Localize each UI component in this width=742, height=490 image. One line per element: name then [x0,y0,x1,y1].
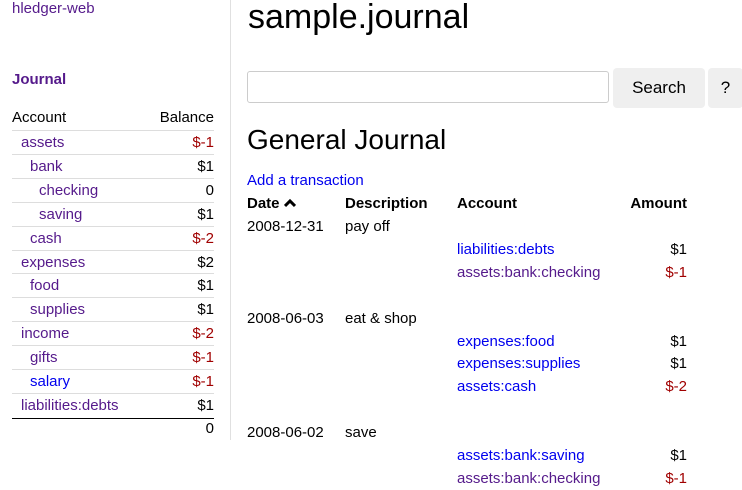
account-row: bank $1 [12,153,214,179]
account-link[interactable]: gifts [30,349,58,367]
posting-amount: $1 [670,332,687,350]
page-title: sample.journal [248,0,470,36]
account-link[interactable]: assets [21,134,65,151]
description-column-header: Description [345,195,428,212]
account-balance: $-2 [192,229,214,247]
account-balance: $-1 [192,134,214,151]
posting-row: assets:bank:checking $-1 [247,261,687,284]
account-balance: $2 [197,253,214,271]
chevron-up-icon [283,198,296,208]
transaction-date: 2008-06-03 [247,309,324,327]
transaction-description: eat & shop [345,309,417,327]
account-link[interactable]: checking [39,181,99,199]
posting-account-link[interactable]: assets:cash [457,378,537,396]
journal-heading: General Journal [247,124,447,155]
transaction-description: save [345,424,377,442]
account-column-header: Account [457,195,517,212]
posting-account-link[interactable]: liabilities:debts [457,240,555,258]
search-button[interactable]: Search [613,68,705,108]
account-balance: $-1 [192,373,214,390]
account-link[interactable]: saving [39,205,83,223]
account-row: saving $1 [12,201,214,227]
transaction-row: 2008-06-02 save [247,421,687,444]
account-link[interactable]: bank [30,157,63,175]
account-link[interactable]: salary [30,373,71,390]
account-row: supplies $1 [12,297,214,322]
account-balance: $1 [197,157,214,175]
date-column-header[interactable]: Date [247,192,296,215]
posting-account-link[interactable]: expenses:food [457,332,555,350]
search-input[interactable] [247,71,609,103]
posting-row: assets:cash $-2 [247,375,687,398]
account-balance: $1 [197,277,214,295]
help-button[interactable]: ? [708,68,742,108]
account-balance: 0 [205,181,214,199]
sidebar: hledger-web Journal Account Balance asse… [0,0,231,440]
account-row: food $1 [12,273,214,298]
journal-header-row: Date Description Account Amount [247,192,687,215]
posting-row: expenses:food $1 [247,330,687,353]
account-balance: $1 [197,205,214,223]
total-balance: 0 [205,420,214,437]
account-column-header: Account [12,109,67,126]
balance-column-header: Balance [159,109,214,126]
posting-amount: $-1 [665,469,687,487]
add-transaction-link[interactable]: Add a transaction [247,172,364,189]
account-balance: $1 [197,301,214,319]
account-row: expenses $2 [12,249,214,275]
transaction-date: 2008-06-02 [247,424,324,442]
account-row: checking 0 [12,177,214,203]
account-row: income $-2 [12,321,214,346]
posting-row: assets:bank:checking $-1 [247,467,687,490]
account-link[interactable]: cash [30,229,62,247]
account-balance: $1 [197,396,214,414]
date-header-label: Date [247,195,280,212]
account-link[interactable]: supplies [30,301,86,319]
account-link[interactable]: liabilities:debts [21,396,119,414]
posting-account-link[interactable]: expenses:supplies [457,355,581,373]
transaction-description: pay off [345,218,390,235]
account-balance: $-2 [192,325,214,343]
posting-amount: $-1 [665,263,687,281]
account-balance: $-1 [192,349,214,367]
account-row: salary $-1 [12,369,214,394]
posting-account-link[interactable]: assets:bank:checking [457,469,601,487]
posting-row: assets:bank:saving $1 [247,444,687,467]
transaction-date: 2008-12-31 [247,218,324,235]
account-row: cash $-2 [12,225,214,251]
posting-row: liabilities:debts $1 [247,238,687,261]
account-row: gifts $-1 [12,345,214,370]
posting-row: expenses:supplies $1 [247,352,687,375]
app-title-link[interactable]: hledger-web [12,0,95,17]
posting-amount: $1 [670,240,687,258]
account-row: assets $-1 [12,130,214,155]
account-link[interactable]: expenses [21,253,86,271]
posting-amount: $-2 [665,378,687,396]
total-divider [12,418,214,419]
journal-link[interactable]: Journal [12,71,67,88]
transaction-row: 2008-12-31 pay off [247,215,687,238]
transaction-row: 2008-06-03 eat & shop [247,307,687,330]
amount-column-header: Amount [630,195,687,212]
account-link[interactable]: income [21,325,70,343]
posting-account-link[interactable]: assets:bank:saving [457,447,585,464]
posting-amount: $1 [670,447,687,464]
posting-amount: $1 [670,355,687,373]
account-link[interactable]: food [30,277,60,295]
posting-account-link[interactable]: assets:bank:checking [457,263,601,281]
account-row: liabilities:debts $1 [12,392,214,418]
